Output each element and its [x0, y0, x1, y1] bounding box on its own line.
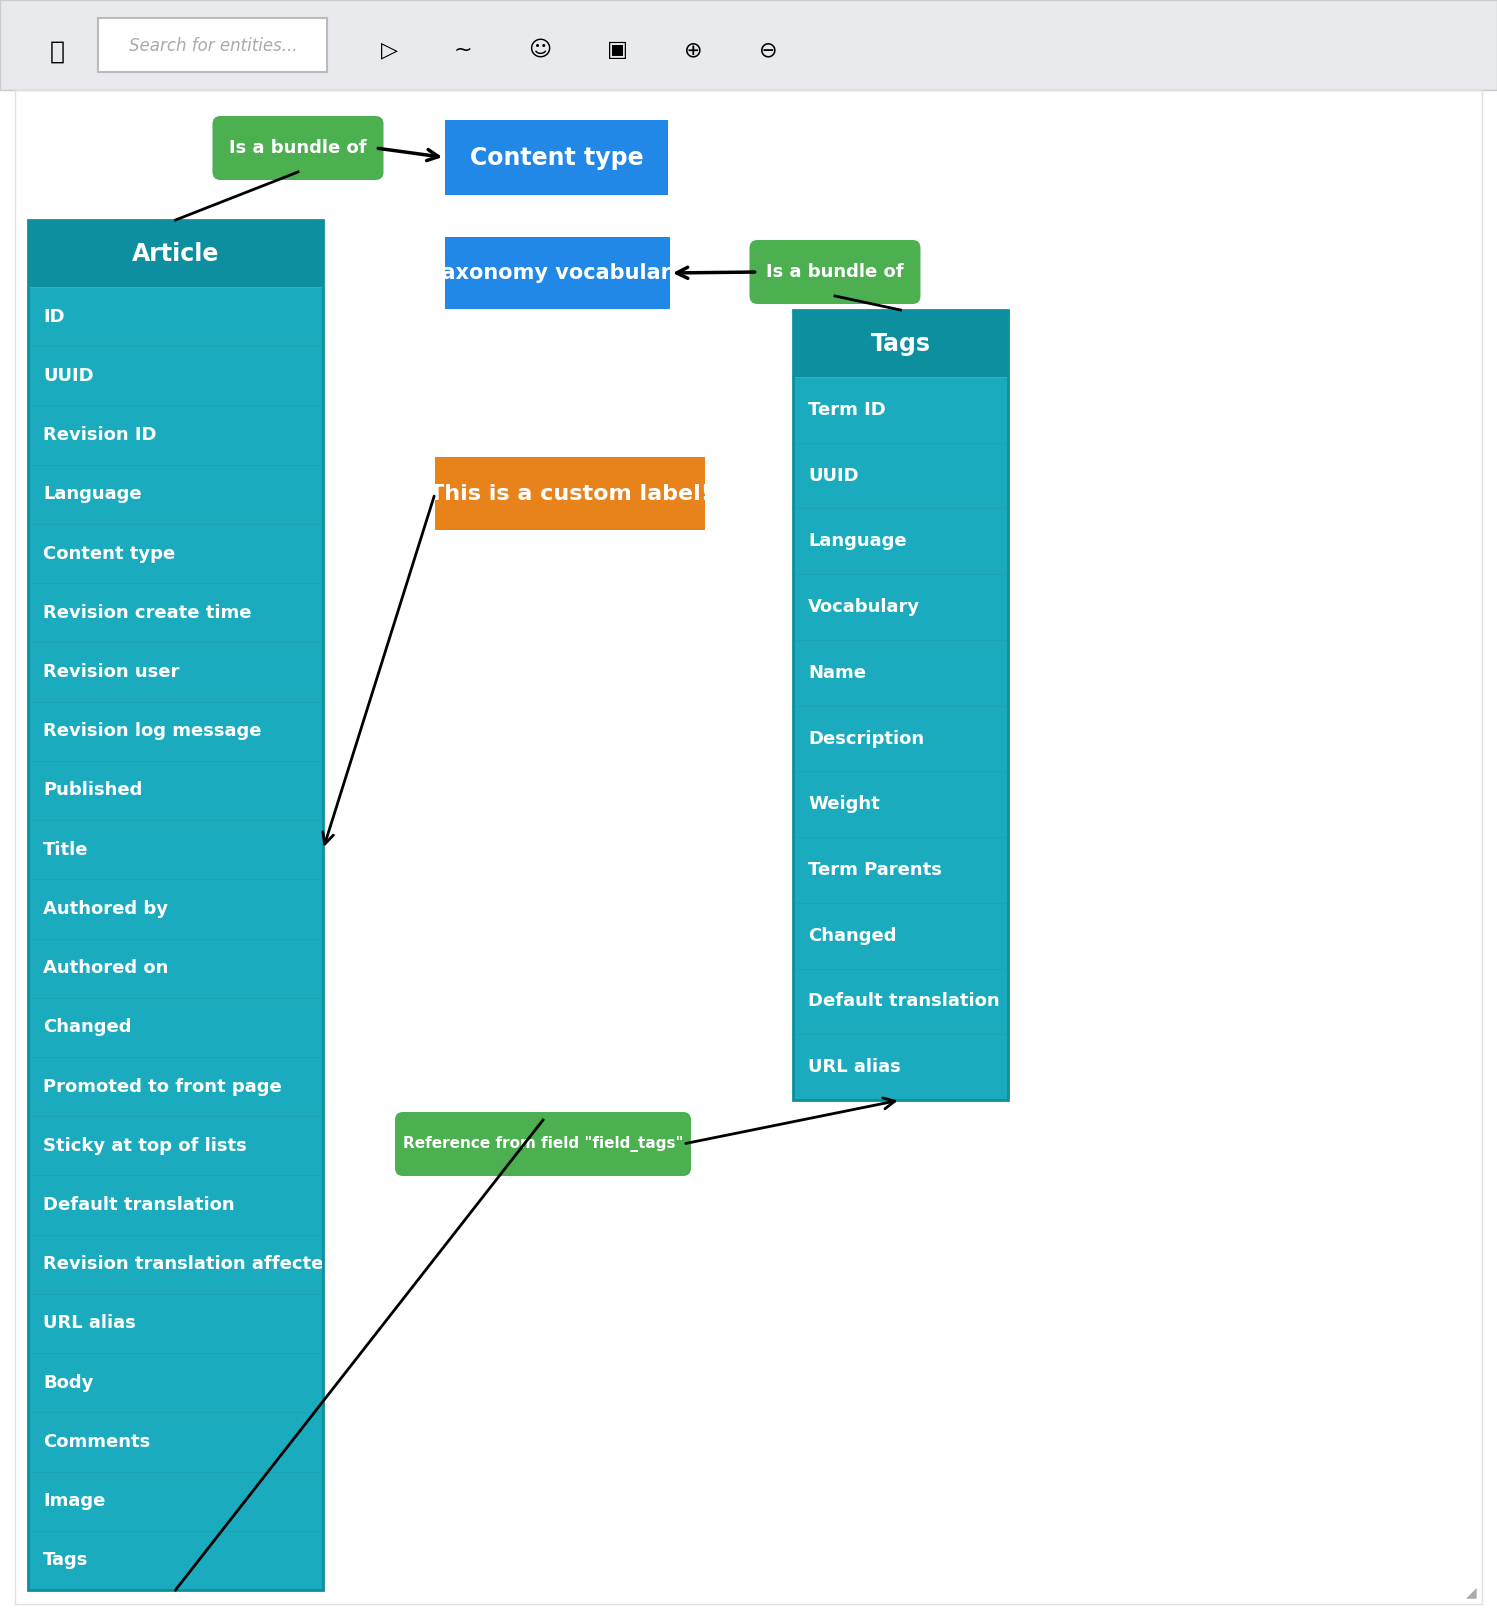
FancyBboxPatch shape — [28, 346, 323, 405]
FancyBboxPatch shape — [793, 1035, 1007, 1099]
FancyBboxPatch shape — [793, 442, 1007, 508]
FancyBboxPatch shape — [793, 706, 1007, 771]
Text: Default translation: Default translation — [43, 1196, 235, 1214]
Text: Article: Article — [132, 241, 219, 266]
Text: ~: ~ — [454, 40, 473, 60]
Text: ⊕: ⊕ — [684, 40, 702, 60]
Text: Content type: Content type — [43, 544, 175, 562]
Text: Language: Language — [808, 533, 907, 550]
FancyBboxPatch shape — [28, 939, 323, 997]
Text: Default translation: Default translation — [808, 992, 1000, 1010]
Text: This is a custom label!: This is a custom label! — [430, 484, 711, 504]
FancyBboxPatch shape — [793, 837, 1007, 903]
Text: Reference from field "field_tags": Reference from field "field_tags" — [403, 1137, 683, 1153]
Text: Revision user: Revision user — [43, 662, 180, 682]
Text: Content type: Content type — [470, 146, 644, 170]
FancyBboxPatch shape — [28, 220, 323, 287]
FancyBboxPatch shape — [97, 18, 326, 71]
FancyBboxPatch shape — [445, 236, 671, 309]
Text: Sticky at top of lists: Sticky at top of lists — [43, 1137, 247, 1154]
FancyBboxPatch shape — [28, 287, 323, 346]
Text: Name: Name — [808, 664, 865, 682]
FancyBboxPatch shape — [793, 575, 1007, 640]
FancyBboxPatch shape — [28, 1412, 323, 1472]
Text: Term ID: Term ID — [808, 402, 886, 419]
FancyBboxPatch shape — [793, 640, 1007, 706]
Text: Vocabulary: Vocabulary — [808, 597, 921, 617]
Text: Search for entities...: Search for entities... — [129, 37, 298, 55]
FancyBboxPatch shape — [28, 1532, 323, 1590]
Text: 🔍: 🔍 — [49, 40, 64, 65]
Text: Title: Title — [43, 840, 88, 858]
Text: URL alias: URL alias — [808, 1059, 901, 1077]
Text: Image: Image — [43, 1493, 105, 1511]
Text: Taxonomy vocabulary: Taxonomy vocabulary — [430, 262, 684, 283]
FancyBboxPatch shape — [28, 761, 323, 821]
Text: Body: Body — [43, 1373, 93, 1392]
Text: Term Parents: Term Parents — [808, 861, 942, 879]
Text: Description: Description — [808, 730, 924, 748]
FancyBboxPatch shape — [28, 821, 323, 879]
FancyBboxPatch shape — [28, 879, 323, 939]
Text: Changed: Changed — [808, 926, 897, 944]
Text: ⊖: ⊖ — [759, 40, 777, 60]
FancyBboxPatch shape — [28, 525, 323, 583]
FancyBboxPatch shape — [28, 465, 323, 525]
FancyBboxPatch shape — [28, 997, 323, 1057]
FancyBboxPatch shape — [28, 643, 323, 701]
Text: Authored by: Authored by — [43, 900, 168, 918]
Text: Language: Language — [43, 486, 142, 504]
Text: URL alias: URL alias — [43, 1315, 136, 1332]
Text: ID: ID — [43, 308, 64, 325]
Text: Comments: Comments — [43, 1433, 150, 1451]
FancyBboxPatch shape — [28, 1353, 323, 1412]
FancyBboxPatch shape — [750, 240, 921, 304]
Text: Authored on: Authored on — [43, 958, 168, 978]
FancyBboxPatch shape — [0, 91, 1497, 1619]
Text: ▣: ▣ — [606, 40, 627, 60]
Text: Tags: Tags — [870, 332, 931, 356]
FancyBboxPatch shape — [793, 903, 1007, 968]
FancyBboxPatch shape — [395, 1112, 692, 1175]
FancyBboxPatch shape — [28, 701, 323, 761]
FancyBboxPatch shape — [28, 1057, 323, 1115]
FancyBboxPatch shape — [28, 1175, 323, 1235]
Text: Changed: Changed — [43, 1018, 132, 1036]
FancyBboxPatch shape — [793, 771, 1007, 837]
FancyBboxPatch shape — [28, 1294, 323, 1353]
FancyBboxPatch shape — [28, 405, 323, 465]
FancyBboxPatch shape — [28, 583, 323, 643]
FancyBboxPatch shape — [793, 968, 1007, 1035]
Text: Revision translation affected: Revision translation affected — [43, 1255, 337, 1273]
FancyBboxPatch shape — [0, 0, 1497, 91]
Text: ◢: ◢ — [1467, 1585, 1478, 1600]
Text: Is a bundle of: Is a bundle of — [766, 262, 904, 282]
Text: UUID: UUID — [808, 466, 859, 484]
Text: Weight: Weight — [808, 795, 880, 813]
FancyBboxPatch shape — [793, 309, 1007, 377]
Text: Tags: Tags — [43, 1551, 88, 1569]
FancyBboxPatch shape — [445, 120, 668, 194]
Text: ☺: ☺ — [528, 40, 551, 60]
Text: Published: Published — [43, 782, 142, 800]
FancyBboxPatch shape — [436, 457, 705, 529]
Text: Revision create time: Revision create time — [43, 604, 251, 622]
FancyBboxPatch shape — [28, 1472, 323, 1532]
Text: ▷: ▷ — [382, 40, 398, 60]
Text: UUID: UUID — [43, 368, 94, 385]
Text: Revision ID: Revision ID — [43, 426, 157, 444]
Text: Promoted to front page: Promoted to front page — [43, 1078, 281, 1096]
FancyBboxPatch shape — [28, 1235, 323, 1294]
Text: Is a bundle of: Is a bundle of — [229, 139, 367, 157]
FancyBboxPatch shape — [213, 117, 383, 180]
FancyBboxPatch shape — [793, 508, 1007, 575]
FancyBboxPatch shape — [28, 1115, 323, 1175]
FancyBboxPatch shape — [793, 377, 1007, 442]
Text: Revision log message: Revision log message — [43, 722, 262, 740]
